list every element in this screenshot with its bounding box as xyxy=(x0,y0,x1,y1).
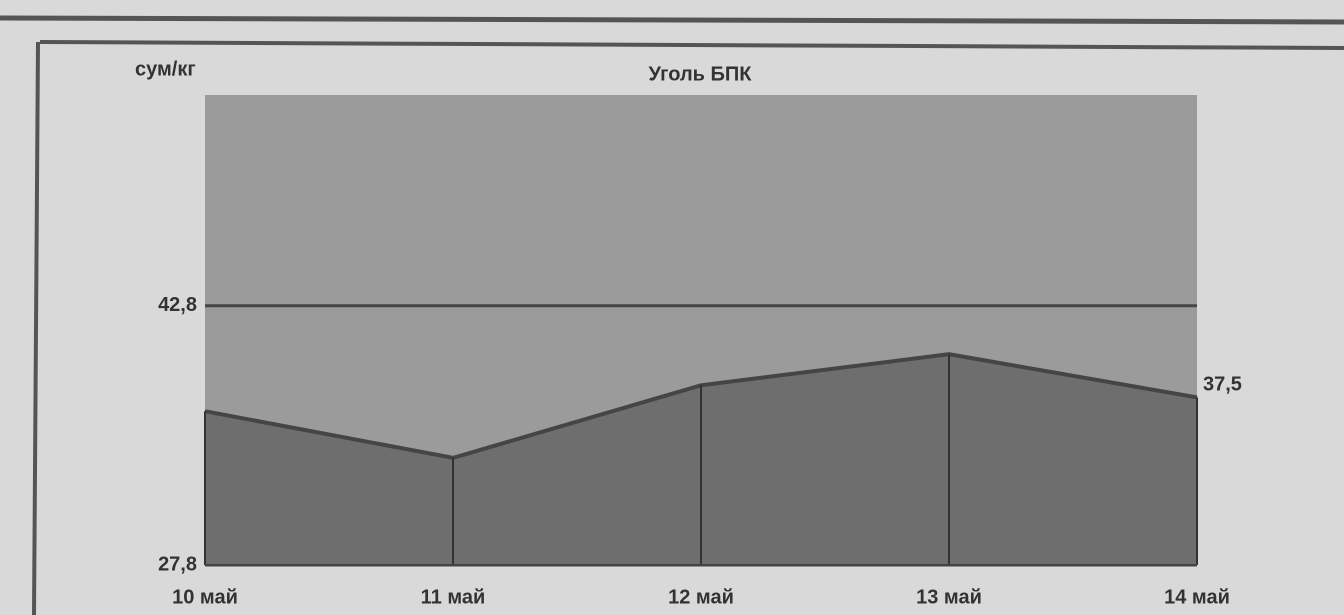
x-tick-label: 13 май xyxy=(916,586,982,608)
x-tick-label: 12 май xyxy=(668,586,734,608)
frame-line xyxy=(32,41,40,615)
frame-line xyxy=(39,40,1344,50)
value-label: 37,5 xyxy=(1203,374,1242,396)
x-tick-label: 10 май xyxy=(172,586,238,608)
frame-line xyxy=(0,15,1344,25)
y-tick-label: 27,8 xyxy=(158,553,197,575)
chart-title: Уголь БПК xyxy=(649,63,753,85)
y-tick-label: 42,8 xyxy=(158,294,197,316)
y-axis-label: сум/кг xyxy=(135,58,196,80)
x-tick-label: 14 май xyxy=(1164,586,1230,608)
x-tick-label: 11 май xyxy=(421,586,486,608)
